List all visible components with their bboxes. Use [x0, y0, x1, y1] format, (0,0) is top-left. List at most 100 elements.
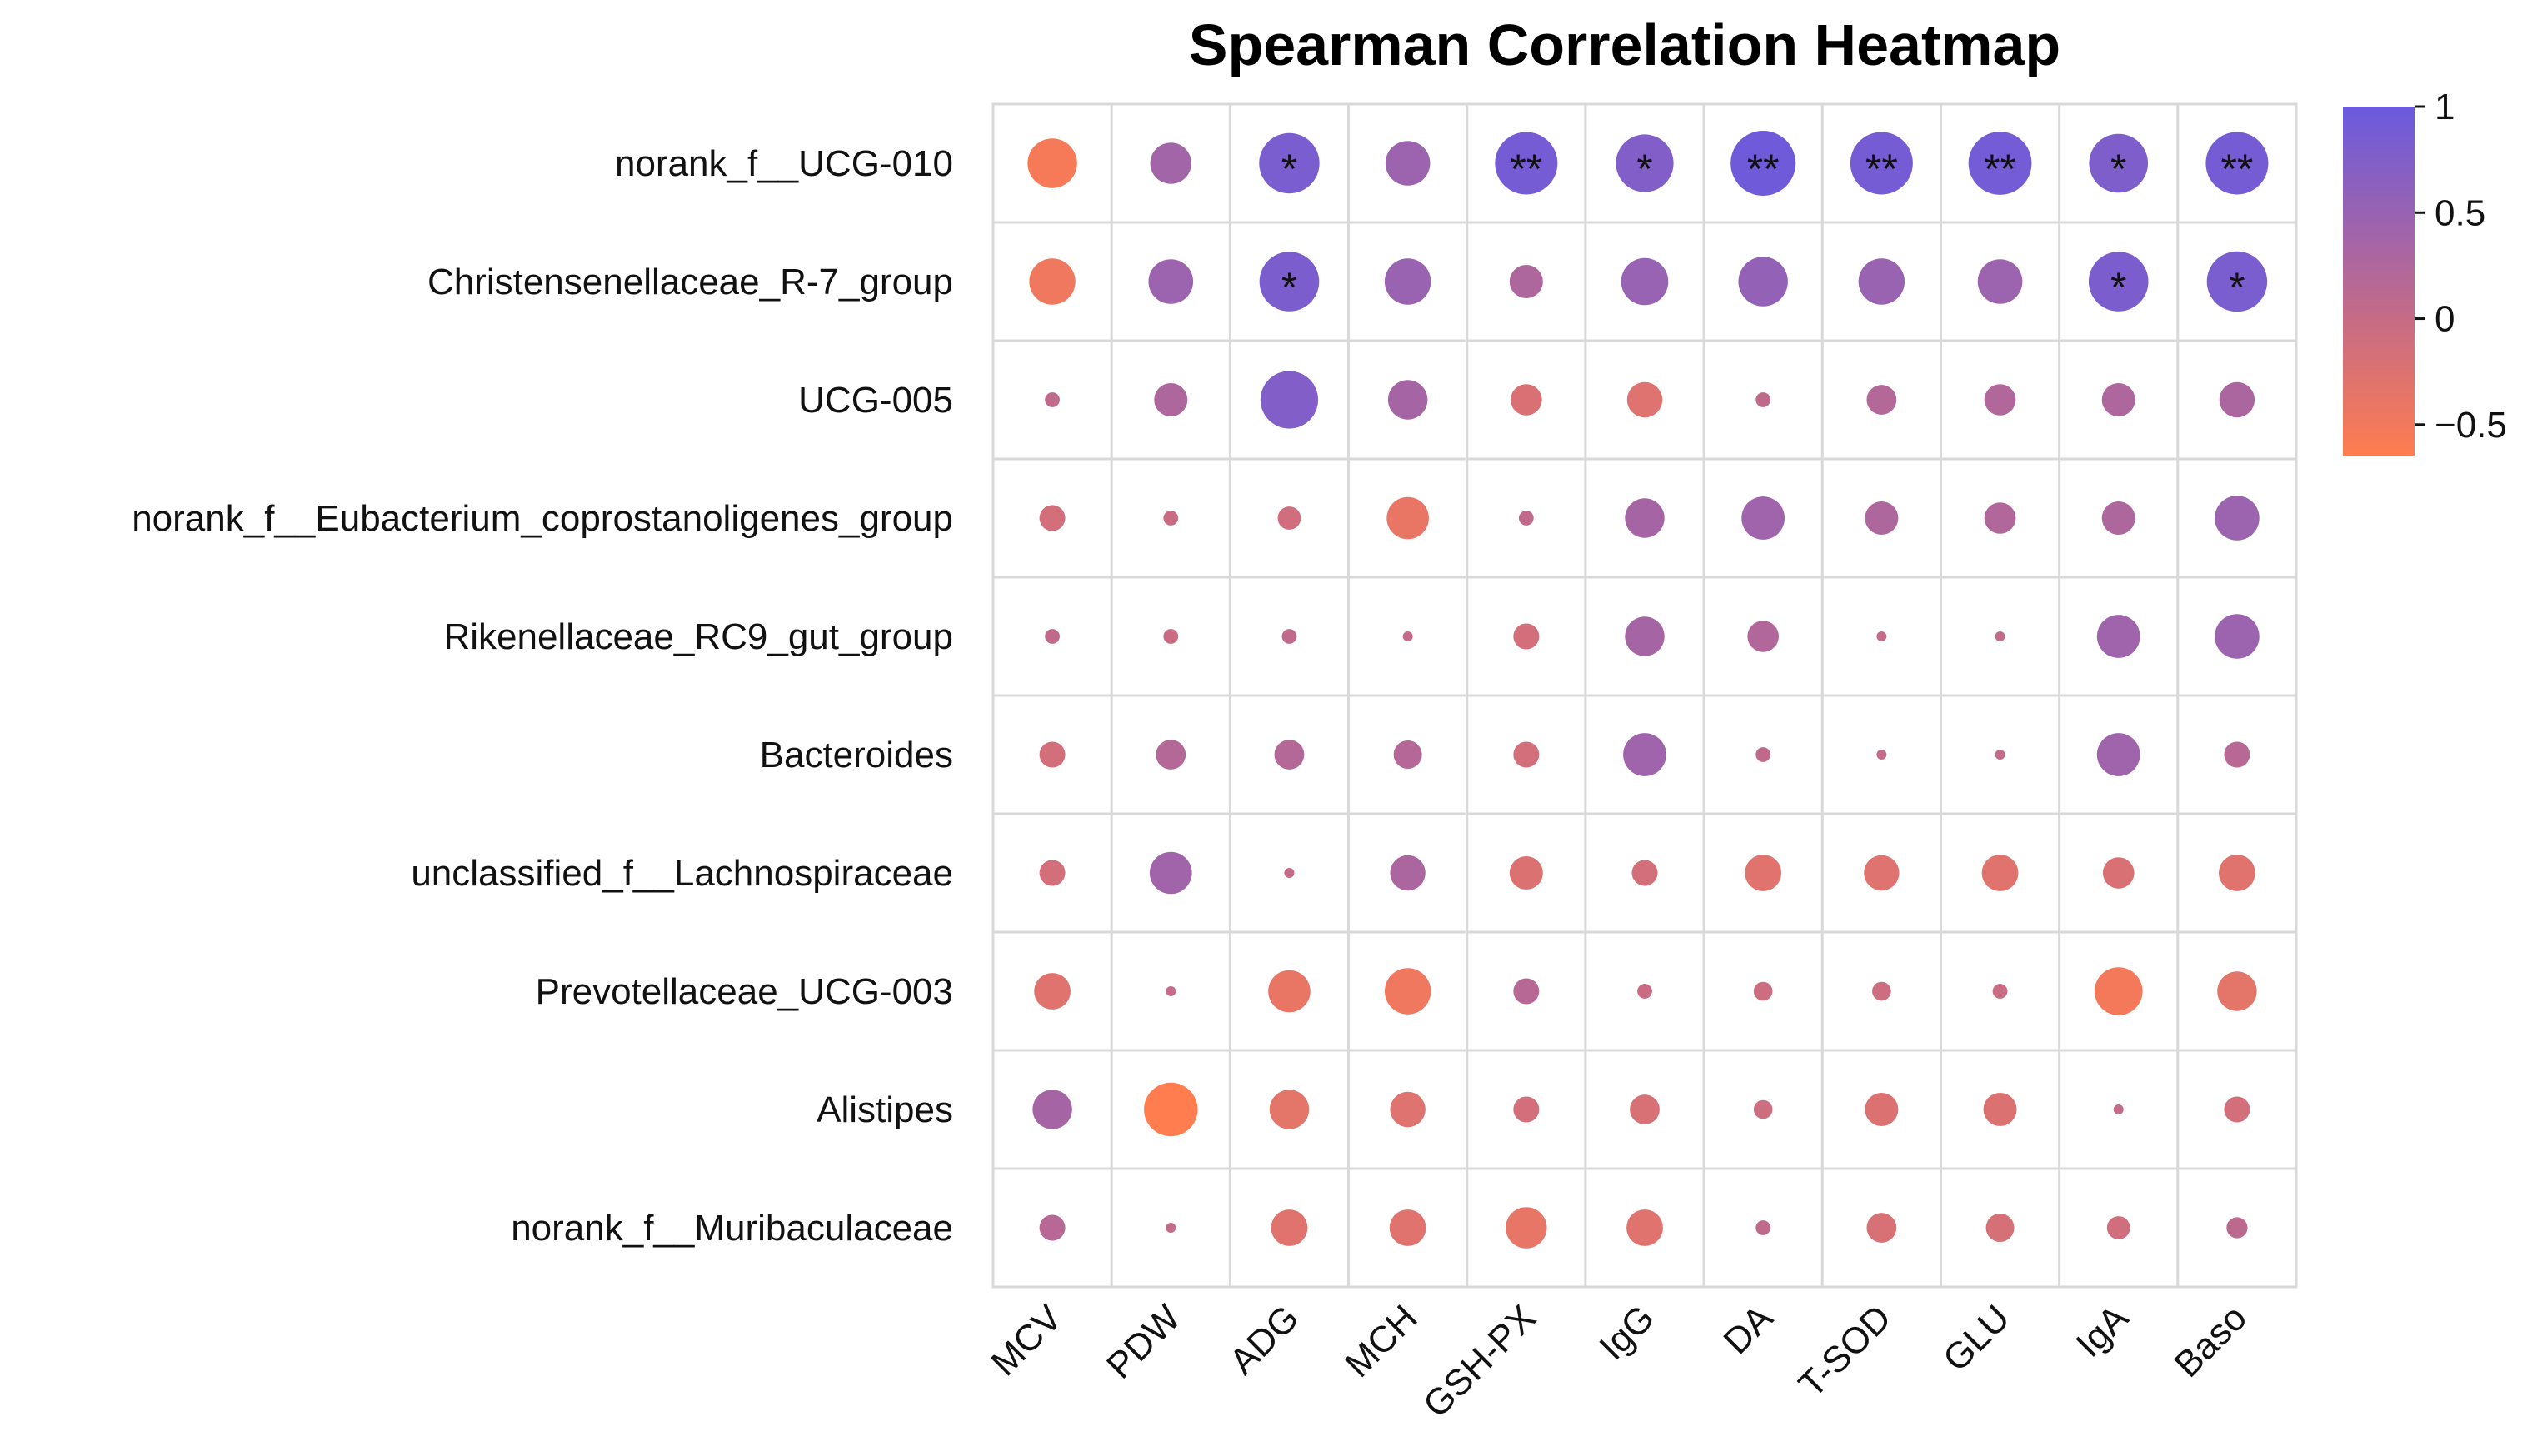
correlation-circle: [1995, 631, 2005, 641]
correlation-circle: [1755, 392, 1771, 407]
correlation-circle: [1039, 505, 1066, 531]
correlation-circle: [1034, 973, 1071, 1010]
correlation-circle: [1390, 855, 1426, 891]
significance-mark: *: [2229, 264, 2245, 311]
correlation-circle: [1386, 496, 1429, 540]
correlation-circle: [1268, 970, 1311, 1013]
correlation-circle: [1755, 1220, 1771, 1235]
column-label: ADG: [1221, 1297, 1306, 1382]
correlation-circle: [2224, 741, 2250, 768]
column-label: MCV: [983, 1297, 1070, 1384]
correlation-circle: [1753, 1099, 1773, 1119]
correlation-circle: [2106, 1216, 2130, 1239]
significance-mark: *: [2110, 146, 2126, 192]
correlation-circle: [1876, 631, 1887, 641]
significance-mark: *: [1281, 146, 1297, 192]
correlation-circle: [1271, 1209, 1308, 1246]
colorbar: 1 0.5 0 −0.5: [2343, 87, 2507, 456]
colorbar-tick-label: −0.5: [2435, 405, 2507, 446]
correlation-circle: [1755, 747, 1771, 762]
correlation-circle: [1625, 616, 1665, 656]
significance-mark: *: [2110, 264, 2126, 311]
column-label: IgG: [1591, 1297, 1662, 1368]
column-label: PDW: [1099, 1297, 1189, 1387]
colorbar-tick-label: 0.5: [2435, 192, 2485, 233]
correlation-circle: [1850, 132, 1913, 195]
correlation-circle: [1865, 501, 1899, 535]
correlation-circle: [1747, 621, 1779, 652]
correlation-circle: [1626, 381, 1663, 418]
correlation-circle: [1163, 629, 1179, 644]
correlation-circle: [1513, 623, 1540, 650]
correlation-circle: [2224, 1096, 2250, 1123]
correlation-circle: [2094, 967, 2143, 1015]
row-label: norank_f__Muribaculaceae: [511, 1208, 953, 1249]
correlation-circle: [2206, 251, 2268, 312]
row-label: Rikenellaceae_RC9_gut_group: [443, 616, 953, 657]
correlation-circle: [1384, 968, 1431, 1015]
significance-mark: **: [1510, 146, 1542, 192]
correlation-circle: [1753, 981, 1773, 1001]
correlation-circle: [1513, 1096, 1540, 1123]
correlation-circle: [2102, 857, 2135, 889]
correlation-circle: [1032, 1090, 1072, 1129]
correlation-circle: [1039, 741, 1066, 768]
row-label: norank_f__UCG-010: [615, 143, 953, 184]
correlation-circle: [1260, 371, 1319, 429]
row-label: Christensenellaceae_R-7_group: [427, 262, 953, 302]
correlation-circle: [1039, 860, 1066, 886]
correlation-circle: [1738, 257, 1788, 307]
correlation-circle: [1984, 384, 2016, 416]
correlation-circle: [1148, 259, 1194, 304]
colorbar-tick-label: 0: [2435, 299, 2455, 340]
row-label: Bacteroides: [760, 735, 953, 775]
correlation-circle: [2215, 496, 2260, 541]
correlation-circle: [1495, 132, 1558, 195]
correlation-circle: [1166, 986, 1176, 996]
correlation-circle: [1872, 981, 1891, 1001]
correlation-circle: [1626, 1209, 1663, 1246]
correlation-circle: [1402, 631, 1413, 641]
correlation-circle: [2215, 614, 2260, 659]
column-label: T-SOD: [1791, 1297, 1900, 1405]
correlation-circle: [2101, 501, 2135, 535]
colorbar-tick-label: 1: [2435, 87, 2455, 127]
correlation-circle: [1281, 629, 1297, 644]
correlation-circle: [1393, 740, 1422, 769]
correlation-circle: [1745, 855, 1782, 891]
correlation-circle: [1621, 257, 1669, 306]
correlation-circle: [1625, 498, 1665, 538]
correlation-circle: [1045, 392, 1060, 407]
row-label: Prevotellaceae_UCG-003: [536, 971, 953, 1012]
significance-mark: **: [1984, 146, 2016, 192]
correlation-circle: [1513, 741, 1540, 768]
correlation-circle: [1977, 259, 2023, 304]
row-label: norank_f__Eubacterium_coprostanoligenes_…: [132, 498, 953, 539]
correlation-circle: [1968, 132, 2032, 195]
correlation-circle: [2219, 381, 2255, 418]
correlation-circle: [1166, 1223, 1176, 1233]
correlation-circle: [1637, 984, 1652, 999]
correlation-circle: [2096, 733, 2140, 776]
significance-mark: **: [1865, 146, 1898, 192]
correlation-circle: [1511, 384, 1542, 416]
correlation-circle: [1866, 1213, 1897, 1243]
correlation-circle: [1163, 511, 1179, 526]
correlation-circle: [1390, 1091, 1426, 1128]
significance-mark: *: [1281, 264, 1297, 311]
correlation-circle: [1509, 265, 1543, 298]
column-label: IgA: [2068, 1297, 2136, 1365]
correlation-circle: [1029, 258, 1076, 305]
correlation-circle: [2088, 252, 2149, 312]
correlation-circle: [2113, 1104, 2124, 1114]
correlation-circle: [2096, 615, 2140, 658]
correlation-circle: [2226, 1217, 2248, 1239]
correlation-circle: [1259, 132, 1320, 194]
correlation-circle: [1864, 855, 1900, 891]
correlation-circle: [1156, 740, 1186, 770]
correlation-circle: [1154, 383, 1188, 416]
correlation-circle: [1384, 258, 1431, 305]
row-label: UCG-005: [798, 380, 953, 421]
